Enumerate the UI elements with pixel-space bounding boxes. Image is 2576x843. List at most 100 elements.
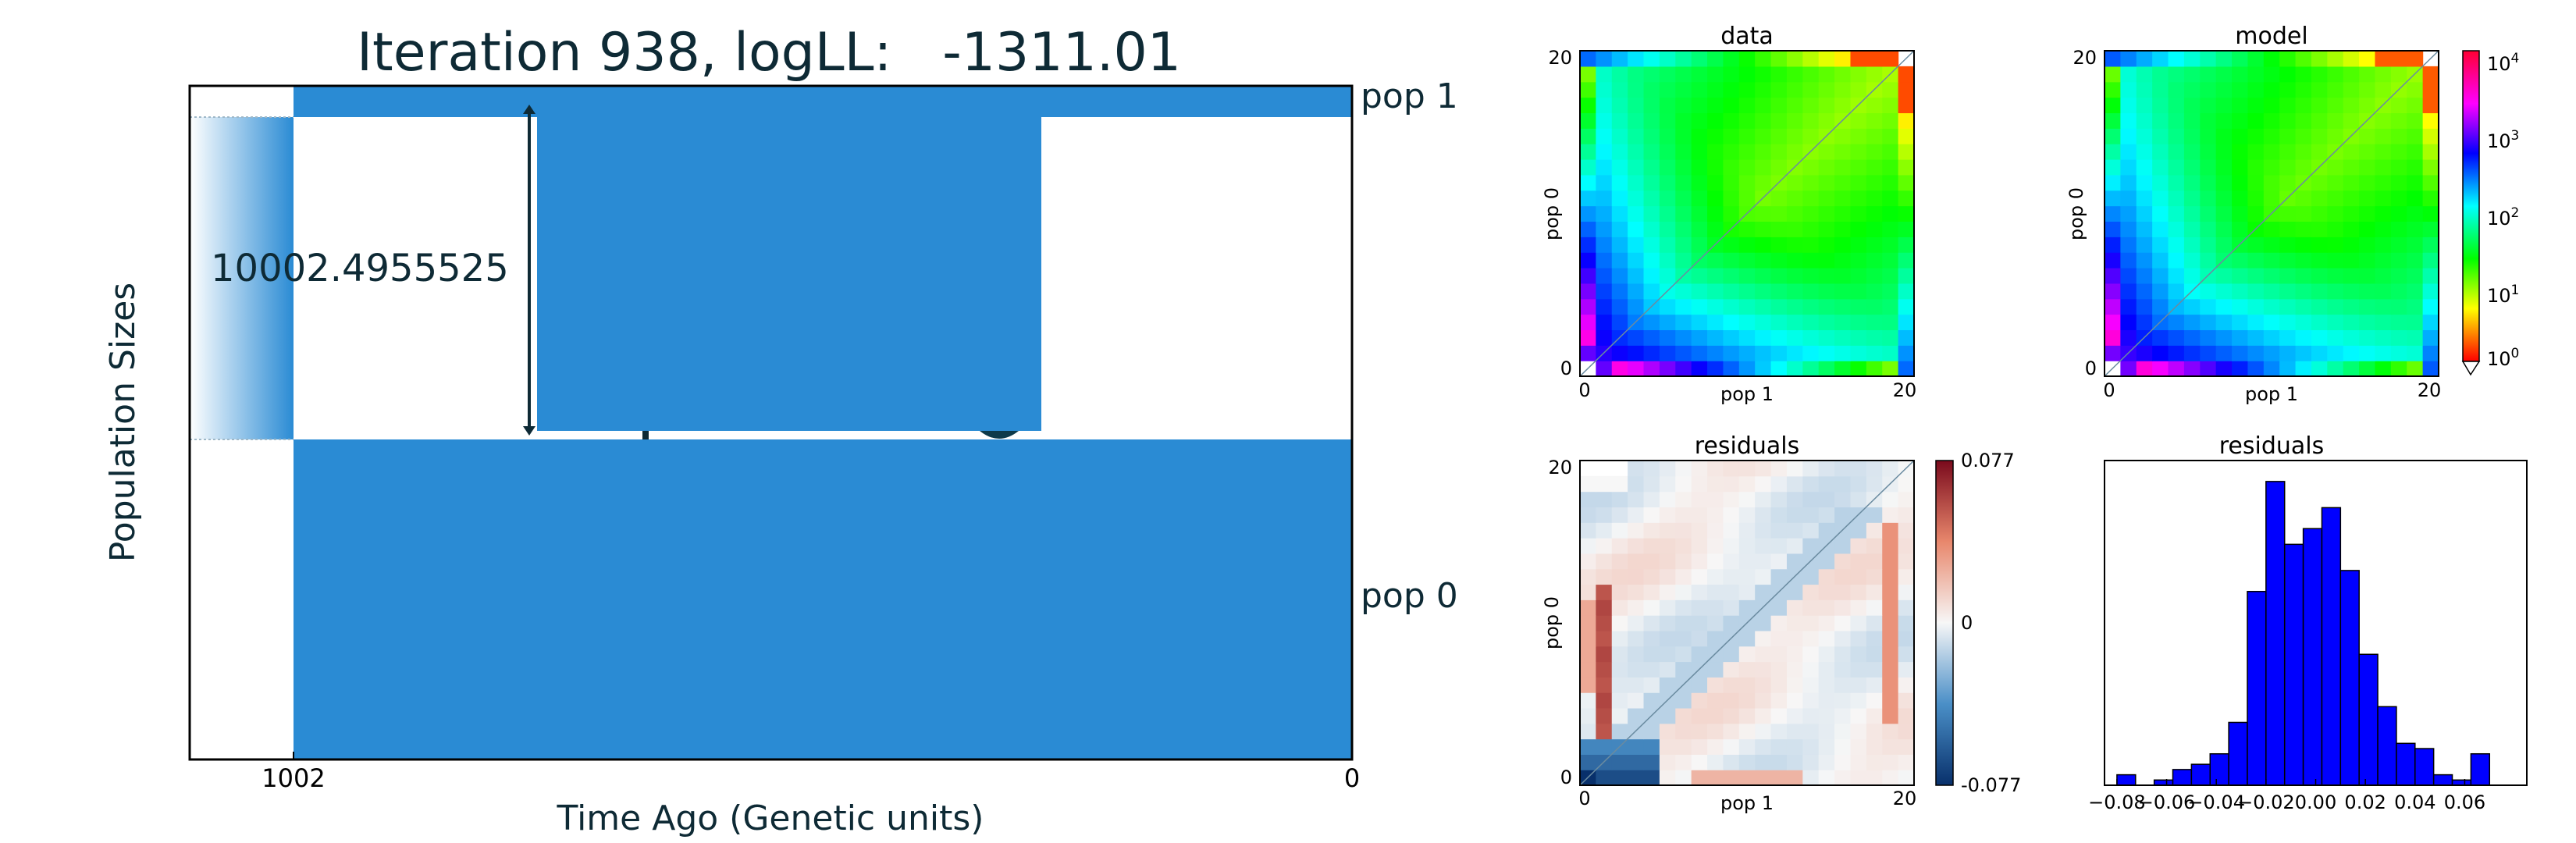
heatmap-cell xyxy=(1850,584,1867,600)
heatmap-cell xyxy=(2263,298,2280,315)
heatmap-cell xyxy=(1659,630,1676,647)
heatmap-cell xyxy=(1659,112,1676,129)
heatmap-cell xyxy=(1850,770,1867,786)
heatmap-cell xyxy=(1723,190,1740,207)
heatmap-cell xyxy=(1596,661,1613,678)
heatmap-cell xyxy=(1818,646,1835,663)
heatmap-cell xyxy=(1628,112,1645,129)
heatmap-cell xyxy=(1643,568,1660,585)
diagonal-line xyxy=(1579,460,1915,786)
heatmap-cell xyxy=(1691,692,1708,709)
heatmap-cell xyxy=(1707,283,1724,300)
heatmap-cell xyxy=(1818,237,1835,253)
heatmap-cell xyxy=(1580,128,1596,144)
heatmap-cell xyxy=(1596,646,1613,663)
heatmap-cell xyxy=(2343,314,2360,331)
heatmap-cell xyxy=(1675,283,1692,300)
heatmap-cell xyxy=(1850,112,1867,129)
heatmap-cell xyxy=(1707,553,1724,570)
heatmap-cell xyxy=(2311,252,2328,269)
heatmap-cell xyxy=(1596,128,1613,144)
heatmap-cell xyxy=(1755,538,1772,554)
heatmap-cell xyxy=(1675,568,1692,585)
heatmap-cell xyxy=(1834,615,1852,631)
heatmap-cell xyxy=(2279,252,2297,269)
heatmap-cell xyxy=(1611,298,1628,315)
heatmap-cell xyxy=(1866,314,1883,331)
heatmap-cell xyxy=(1643,615,1660,631)
heatmap-cell xyxy=(2311,174,2328,191)
heatmap-cell xyxy=(2407,283,2424,300)
heatmap-cell xyxy=(1834,66,1852,83)
heatmap-cell xyxy=(1755,283,1772,300)
heatmap-cell xyxy=(1691,283,1708,300)
heatmap-cell xyxy=(1659,584,1676,600)
heatmap-cell xyxy=(2183,252,2201,269)
heatmap-cell xyxy=(1898,661,1915,678)
heatmap-cell xyxy=(1770,144,1788,160)
heatmap-cell xyxy=(2343,144,2360,160)
heatmap-cell xyxy=(2311,190,2328,207)
heatmap-cell xyxy=(1611,128,1628,144)
heatmap-cell xyxy=(1818,707,1835,724)
heatmap-cell xyxy=(2168,345,2185,361)
heatmap-cell xyxy=(2295,283,2312,300)
heatmap-cell xyxy=(1675,630,1692,647)
heatmap-cell xyxy=(2327,314,2344,331)
heatmap-cell xyxy=(1770,237,1788,253)
heatmap-cell xyxy=(1580,646,1596,663)
heatmap-cell xyxy=(1691,630,1708,647)
heatmap-cell xyxy=(1707,97,1724,114)
heatmap-cell xyxy=(1802,66,1820,83)
heatmap-cell xyxy=(2168,205,2185,222)
heatmap-cell xyxy=(2168,237,2185,253)
heatmap-cell xyxy=(2168,66,2185,83)
heatmap-cell xyxy=(1707,252,1724,269)
heatmap-cell xyxy=(1786,522,1803,539)
heatmap-cell xyxy=(1596,615,1613,631)
heatmap-cell xyxy=(2152,283,2169,300)
heatmap-cell xyxy=(2311,237,2328,253)
heatmap-cell xyxy=(1898,159,1915,176)
heatmap-cell xyxy=(1580,568,1596,585)
heatmap-cell xyxy=(2327,252,2344,269)
heatmap-cell xyxy=(2215,81,2233,98)
heatmap-cell xyxy=(1723,97,1740,114)
heatmap-cell xyxy=(2263,237,2280,253)
heatmap-cell xyxy=(1786,723,1803,740)
heatmap-cell xyxy=(1834,345,1852,361)
heatmap-cell xyxy=(1770,491,1788,508)
heatmap-cell xyxy=(1628,491,1645,508)
heatmap-cell xyxy=(1850,630,1867,647)
heatmap-cell xyxy=(1643,522,1660,539)
heatmap-cell xyxy=(1882,361,1899,377)
heatmap-cell xyxy=(1611,190,1628,207)
heatmap-cell xyxy=(2200,283,2217,300)
heatmap-cell xyxy=(2263,81,2280,98)
heatmap-cell xyxy=(1691,461,1708,477)
heatmap-cell xyxy=(1898,345,1915,361)
heatmap-cell xyxy=(1818,221,1835,237)
heatmap-cell xyxy=(1755,252,1772,269)
heatmap-cell xyxy=(2263,190,2280,207)
heatmap-cell xyxy=(2232,314,2249,331)
heatmap-cell xyxy=(2375,252,2392,269)
heatmap-cell xyxy=(1738,661,1756,678)
heatmap-cell xyxy=(1770,522,1788,539)
heatmap-cell xyxy=(1611,692,1628,709)
heatmap-cell xyxy=(1628,630,1645,647)
heatmap-cell xyxy=(2407,361,2424,377)
heatmap-cell xyxy=(2375,221,2392,237)
heatmap-cell xyxy=(2232,329,2249,346)
heatmap-cell xyxy=(1707,692,1724,709)
heatmap-cell xyxy=(1802,237,1820,253)
heatmap-cell xyxy=(1802,314,1820,331)
heatmap-cell xyxy=(2359,159,2376,176)
heatmap-cell xyxy=(1802,522,1820,539)
heatmap-cell xyxy=(1755,615,1772,631)
heatmap-cell xyxy=(1834,754,1852,770)
heatmap-cell xyxy=(2120,329,2137,346)
heatmap-cell xyxy=(2247,97,2265,114)
heatmap-cell xyxy=(2232,128,2249,144)
heatmap-cell xyxy=(1659,190,1676,207)
